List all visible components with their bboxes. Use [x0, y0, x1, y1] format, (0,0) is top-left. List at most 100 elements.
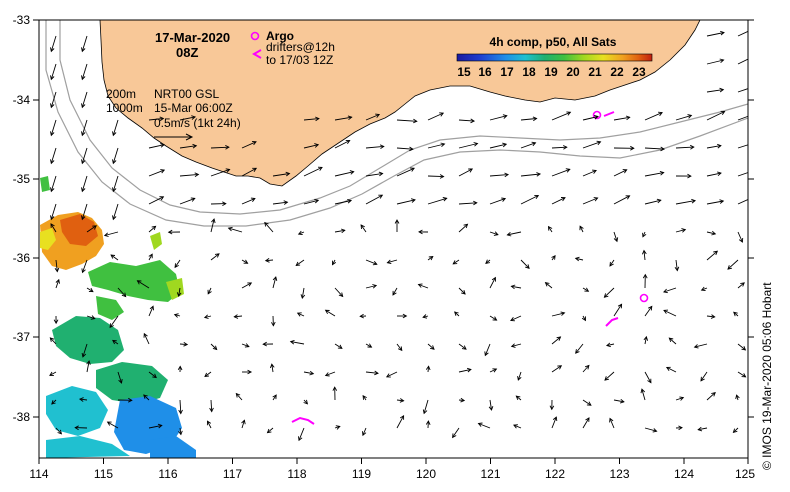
current-arrowhead — [295, 261, 301, 267]
current-arrowhead — [143, 332, 148, 338]
current-arrow — [613, 116, 630, 121]
current-arrowhead — [502, 114, 508, 119]
current-arrow — [107, 421, 119, 429]
argo-legend-icon — [250, 31, 260, 41]
current-arrow — [50, 91, 57, 108]
current-arrowhead — [525, 264, 530, 269]
current-arrow — [458, 223, 468, 233]
current-arrowhead — [461, 345, 467, 350]
current-arrowhead — [81, 352, 87, 358]
current-arrowhead — [190, 197, 196, 202]
current-arrowhead — [604, 376, 610, 381]
current-arrow — [706, 111, 725, 121]
current-arrowhead — [630, 145, 635, 151]
argo-floats — [592, 110, 649, 303]
current-arrow — [241, 198, 256, 205]
colorbar — [456, 53, 653, 62]
current-arrowhead — [466, 367, 472, 373]
current-arrow — [489, 198, 506, 205]
current-arrowhead — [151, 225, 157, 231]
current-arrow — [706, 315, 715, 318]
current-arrowhead — [510, 284, 516, 290]
current-arrowhead — [157, 423, 163, 429]
current-arrowhead — [563, 145, 568, 150]
current-arrow — [458, 287, 466, 295]
current-arrow — [295, 259, 305, 266]
current-arrowhead — [207, 289, 212, 295]
current-arrow — [210, 253, 220, 261]
current-arrowhead — [609, 261, 614, 267]
current-arrowhead — [579, 225, 584, 231]
current-arrowhead — [551, 255, 556, 260]
current-arrowhead — [50, 103, 55, 109]
isobath-200-label: 200m — [106, 87, 136, 101]
current-arrowhead — [719, 199, 725, 204]
current-arrow — [207, 420, 212, 429]
current-arrowhead — [264, 258, 270, 263]
current-arrowhead — [534, 194, 540, 200]
current-arrow — [575, 343, 584, 354]
lat-label: -34 — [13, 93, 31, 107]
current-arrow — [362, 427, 367, 436]
current-vectors — [49, 30, 756, 442]
current-arrowhead — [574, 256, 580, 262]
current-arrow — [387, 259, 398, 264]
current-arrowhead — [544, 281, 550, 287]
current-arrowhead — [374, 370, 379, 376]
current-arrow — [179, 173, 199, 177]
current-arrowhead — [222, 201, 227, 206]
current-arrow — [733, 427, 739, 433]
current-arrow — [148, 371, 157, 378]
current-arrow — [55, 427, 62, 435]
current-arrow — [613, 231, 618, 242]
lat-label: -37 — [13, 330, 31, 344]
current-arrowhead — [656, 198, 662, 204]
current-arrowhead — [269, 363, 275, 369]
current-arrowhead — [560, 311, 566, 316]
current-arrow — [551, 365, 562, 373]
current-arrow — [49, 371, 57, 376]
current-arrow — [700, 371, 708, 382]
current-arrowhead — [663, 288, 668, 294]
current-arrowhead — [751, 55, 755, 58]
current-arrowhead — [324, 309, 330, 315]
isobath-1000-label: 1000m — [106, 101, 143, 115]
map-date: 17-Mar-2020 — [155, 30, 230, 45]
current-arrowhead — [442, 197, 448, 202]
current-arrowhead — [719, 58, 725, 64]
current-arrowhead — [112, 159, 117, 165]
current-arrowhead — [347, 115, 353, 121]
current-arrowhead — [750, 142, 754, 146]
current-arrowhead — [167, 229, 173, 235]
current-arrowhead — [285, 171, 291, 177]
current-arrowhead — [399, 414, 405, 420]
current-arrowhead — [575, 349, 580, 354]
current-arrow — [365, 371, 379, 374]
current-arrow — [582, 197, 598, 205]
current-arrow — [148, 144, 165, 149]
current-arrowhead — [375, 113, 381, 118]
current-arrowhead — [752, 196, 756, 200]
current-arrowhead — [81, 131, 86, 137]
current-arrow — [325, 309, 336, 317]
lat-label: -36 — [13, 251, 31, 265]
current-arrow — [489, 115, 507, 121]
current-arrow — [396, 167, 415, 177]
current-arrowhead — [418, 229, 423, 235]
current-arrow — [55, 279, 60, 289]
drifter-legend-icon — [251, 49, 262, 59]
colorbar-tick: 18 — [522, 65, 536, 79]
current-arrowhead — [413, 118, 418, 124]
current-arrow — [484, 343, 491, 356]
current-arrow — [706, 392, 716, 401]
current-arrowhead — [658, 111, 663, 117]
current-arrowhead — [473, 142, 479, 147]
current-arrowhead — [485, 259, 490, 265]
isobath-1000m — [45, 20, 748, 227]
current-arrowhead — [504, 172, 510, 178]
current-arrowhead — [74, 425, 79, 431]
current-arrow — [210, 168, 230, 177]
current-arrow — [737, 115, 748, 121]
current-arrowhead — [298, 436, 303, 442]
current-arrowhead — [625, 115, 631, 121]
